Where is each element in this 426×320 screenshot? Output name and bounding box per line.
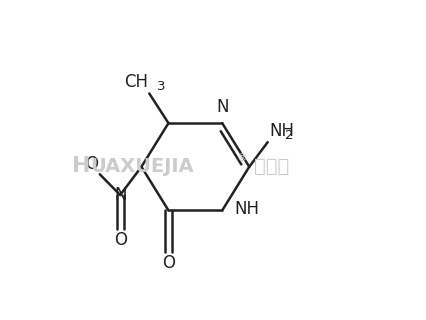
Text: O: O (114, 231, 127, 249)
Text: H: H (72, 156, 90, 176)
Text: 化学加: 化学加 (254, 157, 290, 176)
Text: N: N (216, 98, 229, 116)
Text: O: O (162, 254, 175, 272)
Text: O: O (85, 155, 98, 173)
Text: NH: NH (234, 200, 259, 218)
Text: CH: CH (124, 73, 148, 91)
Text: UAXUEJIA: UAXUEJIA (90, 157, 194, 176)
Text: 3: 3 (157, 80, 165, 93)
Text: ®: ® (236, 154, 247, 164)
Text: N: N (114, 186, 127, 204)
Text: 2: 2 (285, 129, 293, 141)
Text: NH: NH (269, 122, 294, 140)
